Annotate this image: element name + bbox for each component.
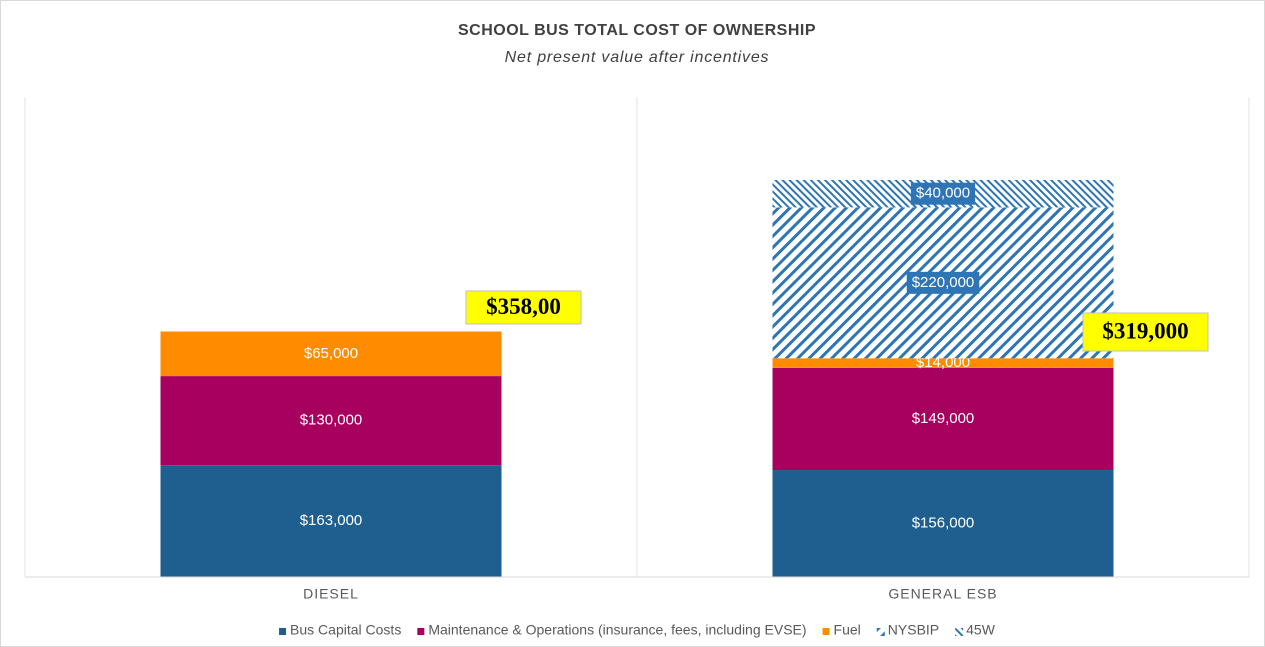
- value-label: $149,000: [912, 410, 975, 427]
- legend-marker: [417, 628, 425, 635]
- legend-marker: [955, 628, 964, 636]
- legend-item: Fuel: [822, 622, 861, 638]
- legend-marker: [279, 628, 287, 635]
- value-label-box: [906, 271, 980, 294]
- annotation-box: [1082, 312, 1209, 352]
- chart-title: SCHOOL BUS TOTAL COST OF OWNERSHIP: [458, 22, 816, 39]
- bar-segment: [160, 331, 502, 377]
- legend-label: Fuel: [834, 622, 861, 638]
- bar-segment: [772, 470, 1114, 577]
- annotation-box: [465, 290, 582, 325]
- value-label: $163,000: [300, 512, 363, 529]
- bar-segment: [772, 367, 1114, 471]
- legend-item: 45W: [955, 622, 996, 638]
- legend-item: Maintenance & Operations (insurance, fee…: [417, 622, 807, 638]
- value-label: $14,000: [916, 354, 970, 371]
- x-tick-label: GENERAL ESB: [888, 586, 997, 602]
- bar-segment: [160, 465, 502, 577]
- value-label: $130,000: [300, 412, 363, 429]
- bar-segment: [772, 358, 1114, 368]
- value-label: $156,000: [912, 514, 975, 531]
- annotation: $358,00: [486, 294, 561, 319]
- x-tick-label: DIESEL: [303, 586, 359, 602]
- legend-label: 45W: [966, 622, 996, 638]
- value-label: $220,000: [912, 274, 975, 291]
- value-label-box: [910, 182, 976, 205]
- chart-subtitle: Net present value after incentives: [505, 49, 770, 66]
- bar-segment: [160, 376, 502, 466]
- value-label: $40,000: [916, 185, 970, 202]
- legend-item: NYSBIP: [876, 622, 939, 638]
- legend-marker: [822, 628, 830, 635]
- legend-label: NYSBIP: [888, 622, 939, 638]
- legend-item: Bus Capital Costs: [279, 622, 401, 638]
- annotation: $319,000: [1102, 318, 1188, 343]
- legend-label: Maintenance & Operations (insurance, fee…: [428, 622, 806, 638]
- legend-marker: [876, 628, 885, 636]
- value-label: $65,000: [304, 345, 358, 362]
- legend-label: Bus Capital Costs: [290, 622, 401, 638]
